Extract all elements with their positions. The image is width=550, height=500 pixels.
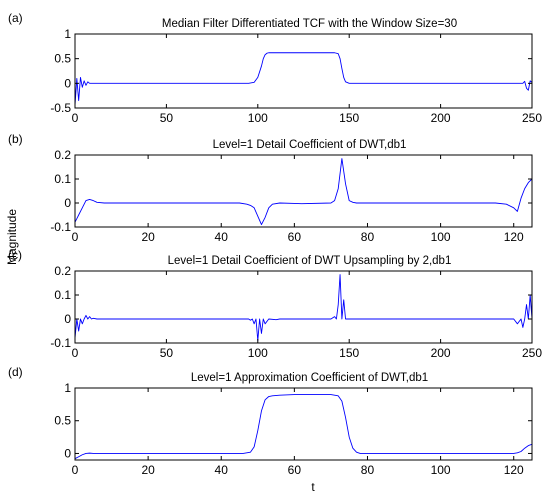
axes-box xyxy=(74,270,533,344)
x-tick-label: 100 xyxy=(431,463,451,477)
x-tick-label: 250 xyxy=(522,346,542,360)
panel-title: Level=1 Approximation Coefficient of DWT… xyxy=(191,372,428,384)
series-line xyxy=(75,52,532,106)
y-tick-label: 0.2 xyxy=(54,264,71,278)
y-tick-label: 0.5 xyxy=(54,52,71,66)
x-tick-label: 120 xyxy=(504,463,524,477)
panel-label: (b) xyxy=(8,132,23,146)
y-tick-label: 0 xyxy=(64,446,71,460)
y-tick-label: -0.1 xyxy=(50,336,71,350)
axes-box xyxy=(74,387,533,461)
x-tick-label: 20 xyxy=(141,230,155,244)
x-tick-label: 150 xyxy=(339,346,359,360)
x-tick-label: 0 xyxy=(72,463,79,477)
panel-title: Level=1 Detail Coefficient of DWT,db1 xyxy=(213,139,407,151)
panel-label: (c) xyxy=(8,248,22,262)
y-tick-label: 0 xyxy=(64,76,71,90)
panel-d: 0 20 40 60 80 100 120 0 0.5 1 Level=1 Approximatio… xyxy=(8,365,533,477)
x-tick-label: 0 xyxy=(72,346,79,360)
y-tick-label: 0.2 xyxy=(54,148,71,162)
y-tick-label: 0.1 xyxy=(54,172,71,186)
y-tick-label: 1 xyxy=(64,27,71,41)
x-tick-label: 100 xyxy=(248,111,268,125)
x-tick-label: 80 xyxy=(361,230,375,244)
x-tick-label: 0 xyxy=(72,230,79,244)
y-axis-label: Magnitude xyxy=(5,209,19,265)
y-tick-label: 0.1 xyxy=(54,288,71,302)
x-tick-label: 50 xyxy=(160,346,174,360)
x-tick-label: 120 xyxy=(504,230,524,244)
x-tick-label: 50 xyxy=(160,111,174,125)
x-tick-label: 60 xyxy=(288,463,302,477)
x-tick-label: 20 xyxy=(141,463,155,477)
panel-title: Median Filter Differentiated TCF with th… xyxy=(162,18,457,30)
y-tick-label: 1 xyxy=(64,381,71,395)
x-tick-label: 100 xyxy=(248,346,268,360)
axes-box xyxy=(74,154,533,228)
y-tick-label: -0.1 xyxy=(50,220,71,234)
x-tick-label: 0 xyxy=(72,111,79,125)
x-tick-label: 200 xyxy=(431,111,451,125)
y-tick-label: 0.5 xyxy=(54,414,71,428)
series-line xyxy=(75,158,532,226)
x-tick-label: 250 xyxy=(522,111,542,125)
panel-title: Level=1 Detail Coefficient of DWT Upsamp… xyxy=(168,255,452,267)
x-tick-label: 200 xyxy=(431,346,451,360)
panel-label: (d) xyxy=(8,365,23,379)
y-tick-label: 0 xyxy=(64,312,71,326)
panel-label: (a) xyxy=(8,11,23,25)
y-tick-label: 0 xyxy=(64,196,71,210)
series-line xyxy=(75,274,532,342)
x-tick-label: 150 xyxy=(339,111,359,125)
x-tick-label: 40 xyxy=(215,463,229,477)
series-line xyxy=(75,394,532,460)
x-tick-label: 60 xyxy=(288,230,302,244)
y-tick-label: -0.5 xyxy=(50,101,71,115)
x-axis-label: t xyxy=(311,480,315,494)
x-tick-label: 80 xyxy=(361,463,375,477)
x-tick-label: 100 xyxy=(431,230,451,244)
axes-box xyxy=(74,33,533,109)
x-tick-label: 40 xyxy=(215,230,229,244)
